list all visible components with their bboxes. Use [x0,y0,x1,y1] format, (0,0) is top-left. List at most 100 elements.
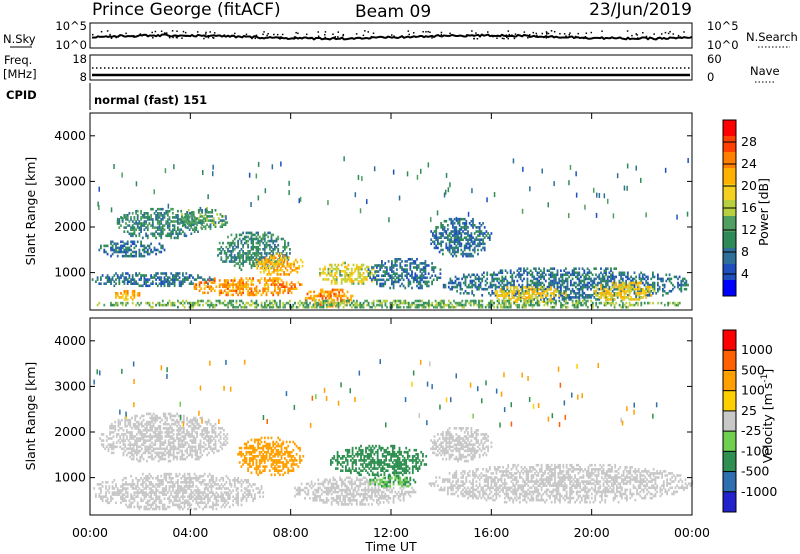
range-time-cell [187,499,189,503]
range-time-cell [478,222,481,225]
range-time-cell [583,298,586,301]
range-time-cell [198,491,201,494]
range-time-cell [581,299,584,303]
range-time-cell [188,301,191,305]
range-time-cell [212,481,214,484]
range-time-cell [416,264,418,267]
range-time-cell [96,483,99,486]
range-time-cell [160,218,163,221]
range-time-cell [195,495,198,498]
range-time-cell [646,285,649,289]
range-time-cell [220,487,223,490]
range-time-cell [230,250,233,253]
range-time-cell [272,279,275,282]
range-time-cell [218,279,221,282]
range-time-cell [221,223,224,226]
range-time-cell [464,303,467,307]
range-time-cell [282,250,285,253]
range-time-cell [146,218,149,221]
range-time-cell [126,242,129,246]
range-time-cell [558,294,561,297]
range-time-cell [648,301,651,305]
range-time-cell [478,285,480,289]
range-time-cell [359,276,361,279]
range-time-cell [513,281,515,285]
range-time-cell [136,274,139,277]
range-time-cell [238,285,241,288]
range-time-cell [319,305,321,309]
range-time-cell [478,305,480,309]
range-time-cell [219,219,222,222]
range-time-cell [212,493,214,496]
range-time-cell [534,288,537,291]
range-time-cell [204,219,207,222]
range-time-cell [457,219,459,223]
range-time-cell [255,293,258,297]
range-time-cell [362,305,365,309]
range-time-cell [365,276,368,279]
range-time-cell [158,479,161,482]
range-time-cell [257,239,259,243]
range-time-cell [155,282,157,285]
range-time-cell [110,248,112,252]
range-time-cell [115,282,117,285]
range-time-cell [281,258,284,262]
range-time-cell [156,489,159,492]
range-time-cell [248,258,251,261]
range-time-cell [260,277,263,280]
range-time-cell [141,491,144,494]
range-time-cell [362,271,365,275]
range-time-cell [457,234,459,237]
noise-search-point [636,34,638,36]
range-time-cell [595,294,597,297]
range-time-cell [166,214,169,217]
range-time-cell [445,189,447,195]
noise-search-point [152,37,154,39]
range-time-cell [560,289,562,293]
range-time-cell [424,272,427,275]
range-time-cell [326,294,329,298]
range-time-cell [170,236,173,240]
range-time-cell [304,305,306,309]
range-time-cell [213,279,216,282]
range-time-cell [160,207,163,211]
range-time-cell [136,240,139,244]
range-time-cell [200,495,203,498]
range-time-cell [120,244,122,248]
range-time-cell [186,213,188,216]
range-time-cell [638,296,641,299]
range-time-cell [543,269,545,272]
noise-search-point [106,30,109,32]
range-time-cell [578,277,581,281]
range-time-cell [509,305,512,309]
range-time-cell [168,284,171,288]
range-time-cell [640,281,642,285]
range-time-cell [483,232,486,235]
range-time-cell [504,301,507,305]
range-time-cell [277,248,280,251]
range-time-cell [625,301,628,305]
range-time-cell [536,303,539,307]
range-time-cell [143,254,146,258]
range-time-cell [394,280,397,284]
range-time-cell [165,472,168,476]
range-time-cell [218,289,221,293]
range-time-cell [273,266,275,270]
range-time-cell [151,483,154,486]
range-time-cell [215,507,218,511]
range-time-cell [223,491,226,494]
range-time-cell [148,499,151,503]
range-time-cell [105,485,107,488]
range-time-cell [217,495,219,498]
range-time-cell [247,291,249,295]
range-time-cell [382,278,385,282]
noise-search-point [332,33,334,36]
range-time-cell [432,232,434,235]
range-time-cell [534,296,537,299]
range-time-cell [430,238,433,241]
range-time-cell [340,298,342,302]
range-time-cell [396,258,398,261]
range-time-cell [486,277,489,281]
range-time-cell [230,293,233,297]
range-time-cell [305,305,308,309]
